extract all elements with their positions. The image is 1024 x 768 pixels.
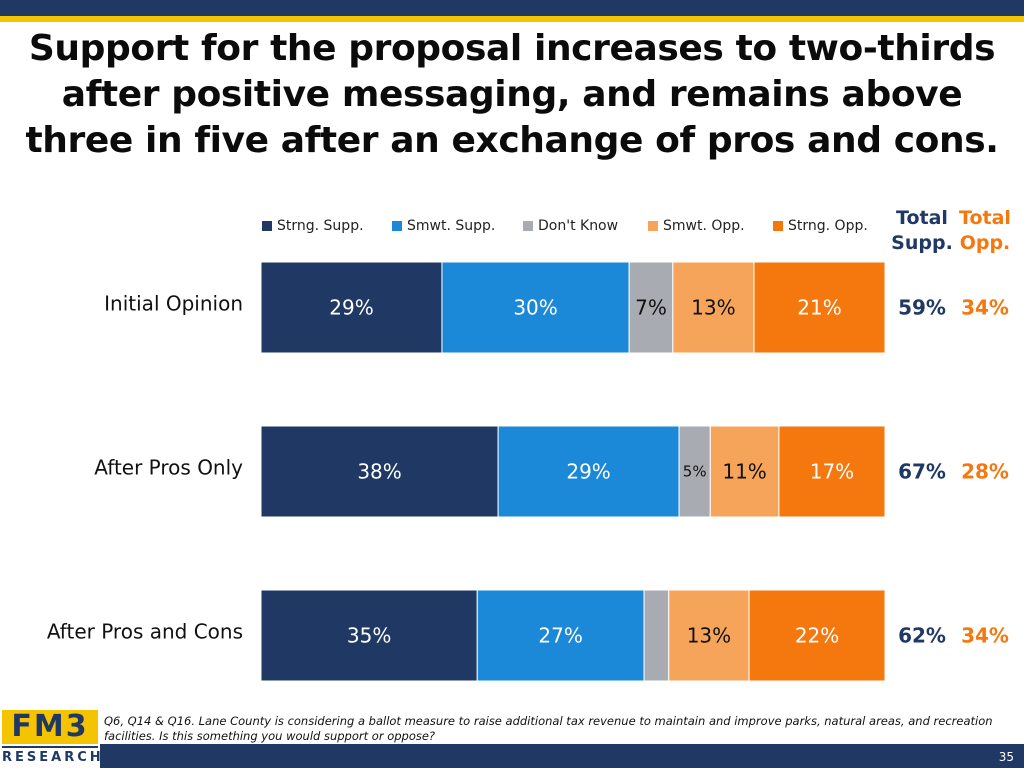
bar-segment [628,261,674,354]
title-line-3: three in five after an exchange of pros … [25,120,999,161]
category-label: Initial Opinion [104,292,243,316]
question-footnote: Q6, Q14 & Q16. Lane County is considerin… [104,714,993,743]
legend-item-dont-know: Don't Know [523,218,618,234]
bar-segment [678,425,711,518]
data-label: 17% [810,460,854,484]
data-label: 7% [635,296,667,320]
legend-swatch [392,221,402,231]
legend-label: Don't Know [538,218,619,234]
slide-title: Support for the proposal increases to tw… [0,26,1024,164]
data-label: 30% [513,296,557,320]
legend-item-somewhat-support: Smwt. Supp. [392,218,495,234]
legend-label: Smwt. Supp. [407,218,496,234]
bar-segment [709,425,780,518]
legend-item-strong-oppose: Strng. Opp. [773,218,868,234]
bar-segment [778,425,886,518]
legend-label: Smwt. Opp. [663,218,745,234]
bar-segment [497,425,680,518]
total-support-header-line2: Supp. [891,232,953,254]
total-oppose-header-line1: Total [959,207,1011,229]
bar-segment [668,589,750,682]
header-accent-stripe [0,16,1024,22]
bar-segment [476,589,645,682]
data-label: 27% [538,624,582,648]
legend-swatch [773,221,783,231]
data-label: 11% [722,460,766,484]
data-label: 29% [329,296,373,320]
total-oppose-value: 28% [961,460,1009,484]
logo-subtitle: RESEARCH [2,746,101,768]
data-label: 13% [691,296,735,320]
legend-swatch [523,221,533,231]
total-oppose-value: 34% [961,296,1009,320]
data-label: 5% [683,463,707,481]
total-support-value: 59% [898,296,946,320]
total-oppose-header-line2: Opp. [959,232,1011,254]
total-oppose-value: 34% [961,624,1009,648]
bar-segment [753,261,886,354]
total-support-value: 67% [898,460,946,484]
title-line-1: Support for the proposal increases to tw… [28,28,996,69]
logo-wordmark: FM3 [2,710,98,744]
bar-segment [748,589,886,682]
footer-bar [0,744,1024,768]
header-bar [0,0,1024,16]
bar-segment [260,261,443,354]
legend-item-somewhat-oppose: Smwt. Opp. [648,218,745,234]
title-line-2: after positive messaging, and remains ab… [61,74,963,115]
legend-label: Strng. Opp. [788,218,868,234]
total-support-value: 62% [898,624,946,648]
category-label: After Pros Only [94,456,243,480]
legend-label: Strng. Supp. [277,218,364,234]
data-label: 21% [797,296,841,320]
page-number: 35 [998,750,1014,764]
data-label: 13% [687,624,731,648]
legend-swatch [648,221,658,231]
total-support-header-line1: Total [896,207,948,229]
category-label: After Pros and Cons [47,620,243,644]
data-label: 22% [795,624,839,648]
data-label: 29% [566,460,610,484]
data-label: 35% [347,624,391,648]
bar-segment [643,589,670,682]
total-oppose-header: Total Opp. [954,206,1016,256]
fm3-logo: FM3 RESEARCH [0,706,101,768]
bar-segment [672,261,755,354]
data-label: 38% [357,460,401,484]
total-support-header: Total Supp. [890,206,954,256]
legend-item-strong-support: Strng. Supp. [262,218,364,234]
legend-swatch [262,221,272,231]
bar-segment [260,425,499,518]
bar-segment [441,261,630,354]
stacked-bar-chart: Initial Opinion 29% 30% 7% 13% 21% 59% 34% After… [47,261,1009,682]
